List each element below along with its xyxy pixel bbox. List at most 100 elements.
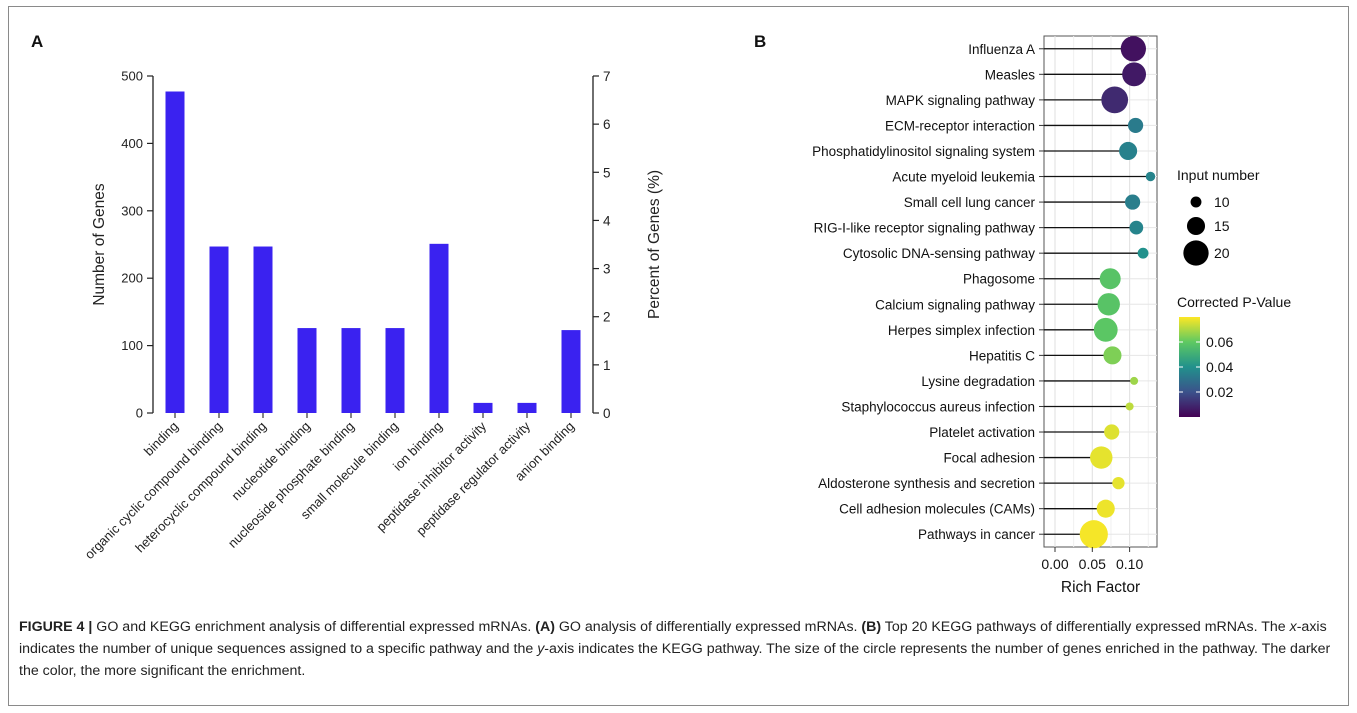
y-tick-label-left: 0 xyxy=(136,406,143,421)
y-tick-label-left: 100 xyxy=(121,338,143,353)
y-tick-label-right: 1 xyxy=(603,358,611,373)
bar xyxy=(517,402,537,413)
size-legend-circle xyxy=(1190,196,1202,208)
bar xyxy=(253,246,273,413)
caption-text-5: -axis indicates the KEGG pathway. The si… xyxy=(19,641,1331,679)
bar xyxy=(297,328,317,413)
pathway-label: ECM-receptor interaction xyxy=(885,118,1035,133)
size-legend-label: 10 xyxy=(1214,194,1230,210)
caption-b-label: (B) xyxy=(861,619,882,635)
pathway-label: Phagosome xyxy=(963,272,1035,287)
y-tick-label-right: 6 xyxy=(603,117,611,132)
size-legend-label: 15 xyxy=(1214,218,1230,234)
size-legend-circle xyxy=(1183,240,1209,266)
colorbar-label: 0.04 xyxy=(1206,359,1233,375)
caption-text-3: Top 20 KEGG pathways of differentially e… xyxy=(881,619,1290,635)
lollipop-point xyxy=(1096,499,1115,518)
lollipop-point xyxy=(1127,117,1144,134)
x-tick-label: 0.10 xyxy=(1116,556,1143,572)
panel-a-label: A xyxy=(31,32,43,51)
lollipop-point xyxy=(1125,402,1134,411)
lollipop-point xyxy=(1112,476,1125,490)
pathway-label: Calcium signaling pathway xyxy=(875,297,1035,312)
y-tick-label-right: 4 xyxy=(603,213,611,228)
x-tick-label: nucleotide binding xyxy=(228,419,313,504)
caption-text-1: GO and KEGG enrichment analysis of diffe… xyxy=(92,619,536,635)
y-axis-title-right: Percent of Genes (%) xyxy=(646,170,663,319)
pathway-label: Small cell lung cancer xyxy=(904,195,1036,210)
lollipop-point xyxy=(1130,376,1139,385)
lollipop-point xyxy=(1099,268,1121,290)
lollipop-point xyxy=(1103,346,1122,365)
pathway-label: RIG-I-like receptor signaling pathway xyxy=(814,221,1036,236)
lollipop-point xyxy=(1145,171,1156,182)
color-legend-title: Corrected P-Value xyxy=(1177,294,1291,310)
figure-panels: A 0 100 200 300 400 500 0 1 2 3 4 5 6 7 Number of Genes… xyxy=(31,32,1291,596)
bar xyxy=(473,402,493,413)
caption-a-label: (A) xyxy=(535,619,555,635)
pathway-label: Lysine degradation xyxy=(921,374,1035,389)
figure-frame: A 0 100 200 300 400 500 0 1 2 3 4 5 6 7 Number of Genes… xyxy=(8,6,1349,706)
caption-figure-label: FIGURE 4 | xyxy=(19,619,93,635)
panel-a-bar-chart: A 0 100 200 300 400 500 0 1 2 3 4 5 6 7 Number of Genes… xyxy=(31,32,663,562)
pathway-label: Focal adhesion xyxy=(943,451,1035,466)
y-axis-title-left: Number of Genes xyxy=(91,183,108,306)
colorbar-label: 0.02 xyxy=(1206,384,1233,400)
y-tick-label-right: 7 xyxy=(603,69,611,84)
bar xyxy=(429,243,449,413)
x-tick-label: 0.05 xyxy=(1079,556,1106,572)
caption-text-2: GO analysis of differentially expressed … xyxy=(554,619,862,635)
lollipop-point xyxy=(1093,317,1118,342)
pathway-label: Hepatitis C xyxy=(969,348,1035,363)
y-tick-label-left: 300 xyxy=(121,203,143,218)
y-tick-label-left: 500 xyxy=(121,69,143,84)
caption-text-4: -axis indicates the number of unique seq… xyxy=(19,619,1327,657)
y-tick-label-right: 2 xyxy=(603,310,611,325)
pathway-label: Acute myeloid leukemia xyxy=(892,170,1035,185)
pathway-label: Platelet activation xyxy=(929,425,1035,440)
caption-x-italic: x xyxy=(1289,619,1297,635)
y-tick-label-right: 0 xyxy=(603,406,611,421)
x-axis-title: Rich Factor xyxy=(1061,579,1140,596)
bar xyxy=(341,328,361,413)
plot-panel-border xyxy=(1043,35,1158,548)
lollipop-point xyxy=(1079,520,1108,549)
pathway-label: Aldosterone synthesis and secretion xyxy=(818,476,1035,491)
lollipop-point xyxy=(1104,424,1120,440)
lollipop-point xyxy=(1129,220,1144,235)
pathway-label: Cell adhesion molecules (CAMs) xyxy=(839,502,1035,517)
pathway-label: Phosphatidylinositol signaling system xyxy=(812,144,1035,159)
x-tick-label: binding xyxy=(141,419,181,459)
lollipop-point xyxy=(1137,247,1149,259)
size-legend-circle xyxy=(1186,216,1206,236)
panel-b-kegg-lollipop-chart: B Influenza A Measles MAPK signaling pathwa… xyxy=(754,32,1291,596)
caption-y-italic: y xyxy=(537,641,545,657)
pathway-label: Cytosolic DNA-sensing pathway xyxy=(843,246,1035,261)
lollipop-point xyxy=(1122,62,1147,87)
lollipop-point xyxy=(1101,86,1129,114)
bar xyxy=(561,330,581,413)
y-tick-label-left: 400 xyxy=(121,136,143,151)
pathway-label: Herpes simplex infection xyxy=(888,323,1035,338)
x-tick-label: 0.00 xyxy=(1041,556,1068,572)
lollipop-point xyxy=(1125,194,1141,210)
pathway-label: Measles xyxy=(985,67,1036,82)
figure-caption: FIGURE 4 | GO and KEGG enrichment analys… xyxy=(19,616,1344,682)
y-tick-label-left: 200 xyxy=(121,271,143,286)
y-tick-label-right: 3 xyxy=(603,262,611,277)
size-legend-label: 20 xyxy=(1214,245,1230,261)
bar xyxy=(209,246,229,413)
lollipop-point xyxy=(1119,141,1138,161)
panel-b-label: B xyxy=(754,32,766,51)
pathway-label: MAPK signaling pathway xyxy=(886,93,1036,108)
colorbar-label: 0.06 xyxy=(1206,334,1233,350)
pathway-label: Staphylococcus aureus infection xyxy=(841,399,1035,414)
bar xyxy=(385,328,405,413)
colorbar xyxy=(1179,317,1200,417)
lollipop-point xyxy=(1097,293,1120,316)
y-tick-label-right: 5 xyxy=(603,165,611,180)
pathway-label: Influenza A xyxy=(968,42,1035,57)
pathway-label: Pathways in cancer xyxy=(918,527,1036,542)
bar xyxy=(165,91,185,413)
lollipop-point xyxy=(1120,36,1146,62)
